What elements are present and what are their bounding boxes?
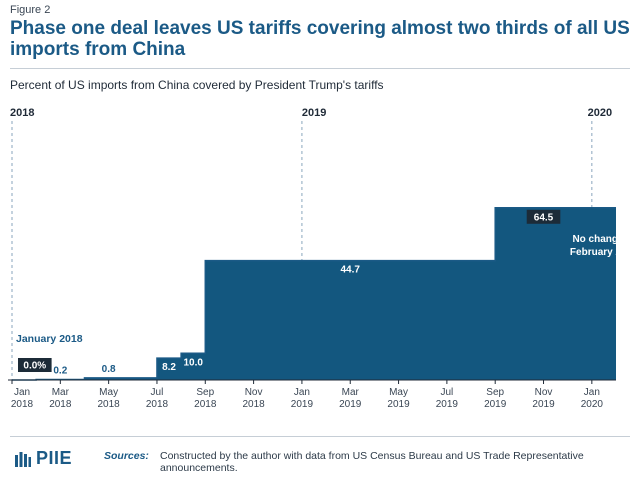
x-tick-label: Jul — [440, 387, 453, 398]
x-tick-label: 2020 — [581, 399, 604, 410]
x-tick-label: Nov — [535, 387, 553, 398]
data-label-box — [526, 209, 561, 224]
x-tick-label: Mar — [52, 387, 70, 398]
x-tick-label: 2018 — [194, 399, 217, 410]
tariff-coverage-chart: 2018 2019 2020Jan2018Mar2018May2018Jul2018… — [8, 107, 638, 410]
chart-subtitle: Percent of US imports from China covered… — [10, 78, 384, 92]
x-tick-label: 2019 — [436, 399, 459, 410]
x-tick-label: 2019 — [387, 399, 410, 410]
x-tick-label: Mar — [342, 387, 360, 398]
x-tick-label: 2019 — [291, 399, 314, 410]
data-label: 10.0 — [183, 357, 203, 368]
sources-label: Sources: — [104, 450, 149, 462]
x-tick-label: 2019 — [532, 399, 555, 410]
sources-text: Constructed by the author with data from… — [160, 450, 584, 474]
year-marker-label: 2020 — [588, 107, 612, 119]
coverage-area — [12, 207, 616, 380]
data-label: 44.7 — [341, 265, 361, 276]
data-label: 8.2 — [162, 362, 176, 373]
data-label: 0.0% — [23, 361, 46, 372]
x-tick-label: May — [99, 387, 118, 398]
x-tick-label: 2018 — [146, 399, 169, 410]
chart-title: Phase one deal leaves US tariffs coverin… — [10, 18, 630, 60]
data-label: 0.8 — [102, 364, 116, 375]
x-tick-label: Nov — [245, 387, 263, 398]
footer-divider — [10, 436, 630, 437]
x-tick-label: Sep — [196, 387, 214, 398]
piie-logo-icon — [15, 451, 31, 467]
x-tick-label: 2018 — [98, 399, 121, 410]
year-marker-label: 2019 — [302, 107, 326, 119]
annotation-january-2018: January 2018 — [16, 333, 83, 345]
x-tick-label: 2019 — [339, 399, 362, 410]
x-tick-label: Jul — [151, 387, 164, 398]
data-label: 0.2 — [53, 365, 67, 376]
coverage-line — [12, 207, 616, 381]
piie-logo-text: PIIE — [36, 448, 73, 468]
figure-label: Figure 2 — [10, 4, 51, 16]
title-divider — [10, 68, 630, 69]
x-tick-label: 2018 — [242, 399, 265, 410]
x-tick-label: May — [389, 387, 408, 398]
year-marker-label: 2018 — [10, 107, 34, 119]
footer: PIIE Sources: Constructed by the author … — [0, 440, 640, 486]
x-tick-label: 2018 — [11, 399, 34, 410]
data-label: 64.5 — [534, 212, 554, 223]
data-label-box — [18, 358, 52, 372]
piie-logo: PIIE — [14, 448, 72, 469]
annotation-february-2020: February 2020 — [570, 247, 638, 258]
x-tick-label: Jan — [294, 387, 310, 398]
x-tick-label: 2018 — [49, 399, 72, 410]
annotation-no-change: No change in — [572, 234, 635, 245]
x-tick-label: Jan — [14, 387, 30, 398]
x-tick-label: Jan — [584, 387, 600, 398]
x-tick-label: 2019 — [484, 399, 507, 410]
x-tick-label: Sep — [486, 387, 504, 398]
